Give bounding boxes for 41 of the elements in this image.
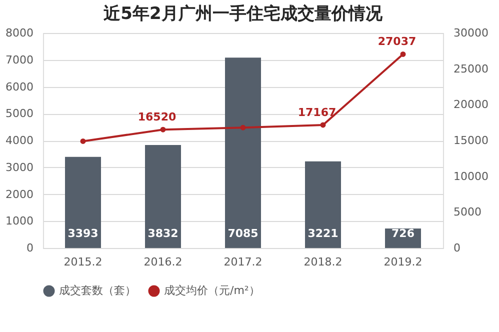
y-tick-label: 2000 bbox=[6, 188, 34, 201]
data-label: 3832 bbox=[148, 227, 178, 240]
data-label: 3221 bbox=[308, 227, 338, 240]
y2-tick-label: 5000 bbox=[454, 206, 482, 219]
y-tick-label: 3000 bbox=[6, 160, 34, 174]
point bbox=[400, 52, 406, 57]
y2-tick-label: 25000 bbox=[454, 62, 488, 76]
y-tick-label: 4000 bbox=[6, 134, 34, 147]
point bbox=[320, 122, 326, 128]
y2-tick-label: 0 bbox=[454, 242, 460, 254]
bar bbox=[305, 161, 341, 248]
y-tick-label: 8000 bbox=[6, 26, 34, 40]
data-label: 7085 bbox=[228, 227, 258, 240]
legend-label: 成交均价（元/m²） bbox=[164, 284, 260, 297]
bar bbox=[65, 156, 101, 248]
data-label: 16520 bbox=[138, 110, 176, 124]
data-label: 17167 bbox=[298, 106, 336, 119]
y-tick-label: 0 bbox=[26, 242, 34, 254]
y-tick-label: 1000 bbox=[6, 214, 34, 228]
data-label: 3393 bbox=[68, 227, 98, 240]
x-tick-label: 2019.2 bbox=[384, 256, 422, 268]
x-tick-label: 2016.2 bbox=[144, 256, 182, 268]
chart-title: 近5年2月广州一手住宅成交量价情况 bbox=[102, 4, 384, 24]
y2-tick-label: 20000 bbox=[454, 98, 488, 112]
data-label: 726 bbox=[392, 227, 415, 240]
point bbox=[160, 126, 166, 132]
legend-label: 成交套数（套） bbox=[59, 284, 136, 297]
bar bbox=[145, 145, 181, 248]
y2-tick-label: 10000 bbox=[454, 170, 488, 183]
point bbox=[80, 138, 86, 144]
bar bbox=[225, 58, 261, 248]
data-label: 27037 bbox=[378, 35, 416, 48]
y-tick-label: 5000 bbox=[6, 107, 34, 120]
x-tick-label: 2015.2 bbox=[64, 256, 102, 268]
y2-tick-label: 15000 bbox=[454, 134, 488, 147]
point bbox=[240, 124, 246, 130]
y2-tick-label: 30000 bbox=[454, 26, 488, 40]
y-tick-label: 6000 bbox=[6, 80, 34, 94]
x-tick-label: 2018.2 bbox=[304, 256, 342, 268]
x-tick-label: 2017.2 bbox=[224, 256, 262, 268]
y-tick-label: 7000 bbox=[6, 53, 34, 66]
